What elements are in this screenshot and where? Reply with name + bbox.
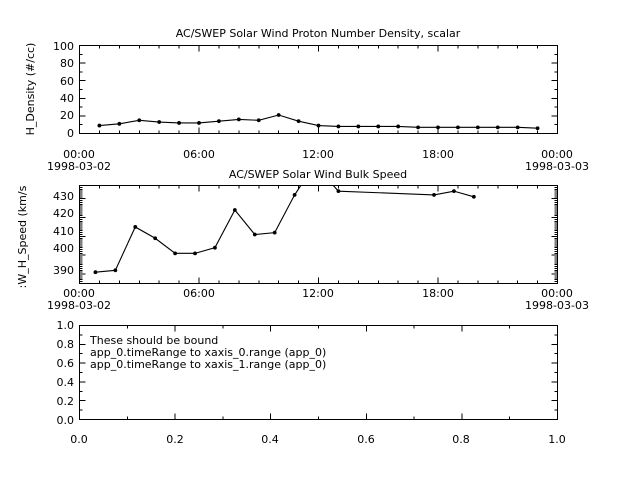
panel-notes: 0.0 0.2 0.4 0.6 0.8 1.0 0.0 0.2 0.4 0.6 … [57,319,566,446]
data-point-marker [193,251,197,256]
data-point-marker [296,119,301,124]
panel-speed-ytick-0: 390 [53,264,74,277]
data-point-marker [232,208,237,212]
data-point-marker [197,121,201,125]
panel-speed-xtick-1: 06:00 [183,287,215,300]
panel-speed-date-right: 1998-03-03 [525,299,589,312]
panel-speed-xtick-4: 00:00 [541,287,573,300]
panel-speed-frame [78,184,559,285]
panel-density-xtick-3: 18:00 [422,148,454,161]
data-point-marker [256,118,261,123]
panel-density-ytick-3: 60 [60,75,74,88]
panel-notes-xtick-1: 0.2 [166,433,184,446]
data-point-marker [292,193,297,197]
data-point-marker [153,236,158,241]
data-point-marker [173,251,178,256]
panel-density-ytick-1: 20 [60,109,74,122]
data-point-marker [117,121,122,126]
panel-density-ytick-4: 80 [60,57,74,70]
data-point-marker [376,124,381,129]
panel-notes-xtick-5: 1.0 [548,433,566,446]
data-point-marker [113,268,118,273]
panel-notes-xtick-2: 0.4 [261,433,279,446]
panel-speed-xtick-2: 12:00 [302,287,334,300]
panel-speed-series [93,163,476,275]
panel-notes-ytick-2: 0.4 [57,376,75,389]
panel-density-ytick-5: 100 [53,40,74,53]
panel-speed-ytick-3: 420 [53,207,74,220]
data-point-marker [356,124,361,129]
panel-notes-ytick-5: 1.0 [57,319,75,332]
binding-note-line-2: app_0.timeRange to xaxis_1.range (app_0) [90,358,326,371]
data-point-marker [535,126,540,131]
data-point-marker [252,232,257,237]
panel-notes-ytick-0: 0.0 [57,414,75,427]
data-point-marker [177,121,181,125]
panel-notes-xtick-4: 0.8 [452,433,470,446]
panel-density-series [97,113,540,131]
panel-density-frame [78,44,559,135]
data-point-marker [316,123,321,128]
panel-density: AC/SWEP Solar Wind Proton Number Density… [24,27,589,173]
panel-notes-ytick-1: 0.2 [57,395,75,408]
panel-speed-title: AC/SWEP Solar Wind Bulk Speed [229,168,407,181]
panel-density-xtick-2: 12:00 [302,148,334,161]
data-point-marker [336,189,341,194]
data-point-marker [236,117,241,122]
data-point-marker [456,125,460,130]
panel-speed-ytick-4: 430 [53,190,74,203]
panel-notes-ytick-4: 0.8 [57,338,75,351]
panel-speed: AC/SWEP Solar Wind Bulk Speed :W_H_Speed… [16,163,589,312]
data-point-marker [432,193,436,197]
panel-density-date-left: 1998-03-02 [47,160,111,173]
panel-density-xtick-0: 00:00 [63,148,95,161]
panel-density-ylabel: H_Density (#/cc) [24,43,37,136]
panel-speed-xtick-3: 18:00 [422,287,454,300]
panel-notes-xtick-3: 0.6 [357,433,375,446]
data-point-marker [396,124,401,129]
panel-speed-ytick-1: 400 [53,242,74,255]
panel-speed-date-left: 1998-03-02 [47,299,111,312]
data-point-marker [471,194,476,199]
panel-density-ticks [79,45,558,134]
data-point-marker [495,125,500,130]
panel-speed-ytick-2: 410 [53,225,74,238]
data-point-marker [213,245,217,250]
panel-density-xtick-1: 06:00 [183,148,215,161]
data-point-marker [217,119,221,124]
data-point-marker [416,125,420,130]
panel-notes-frame [78,324,559,421]
panel-density-ytick-2: 40 [60,92,74,105]
data-point-marker [137,118,142,123]
panel-speed-xtick-0: 00:00 [63,287,95,300]
panel-density-date-right: 1998-03-03 [525,160,589,173]
panel-density-xtick-4: 00:00 [541,148,573,161]
data-point-marker [272,230,277,235]
panel-density-title: AC/SWEP Solar Wind Proton Number Density… [176,27,461,40]
data-point-marker [475,125,480,130]
data-point-marker [276,113,281,117]
data-point-marker [336,124,341,129]
series-path [95,186,475,273]
binding-note-line-0: These should be bound [89,334,218,347]
data-point-marker [313,163,317,167]
data-point-marker [515,125,520,130]
panel-density-ytick-0: 0 [67,127,74,140]
panel-notes-ytick-3: 0.6 [57,357,75,370]
panel-notes-xtick-0: 0.0 [70,433,88,446]
data-point-marker [157,120,162,124]
panel-speed-ticks [79,185,558,284]
panel-speed-ylabel: :W_H_Speed (km/s [16,185,29,288]
data-point-marker [452,189,456,194]
data-point-marker [97,123,102,128]
data-point-marker [436,125,440,130]
binding-note-line-1: app_0.timeRange to xaxis_0.range (app_0) [90,346,326,359]
data-point-marker [93,270,98,275]
data-point-marker [133,225,138,229]
